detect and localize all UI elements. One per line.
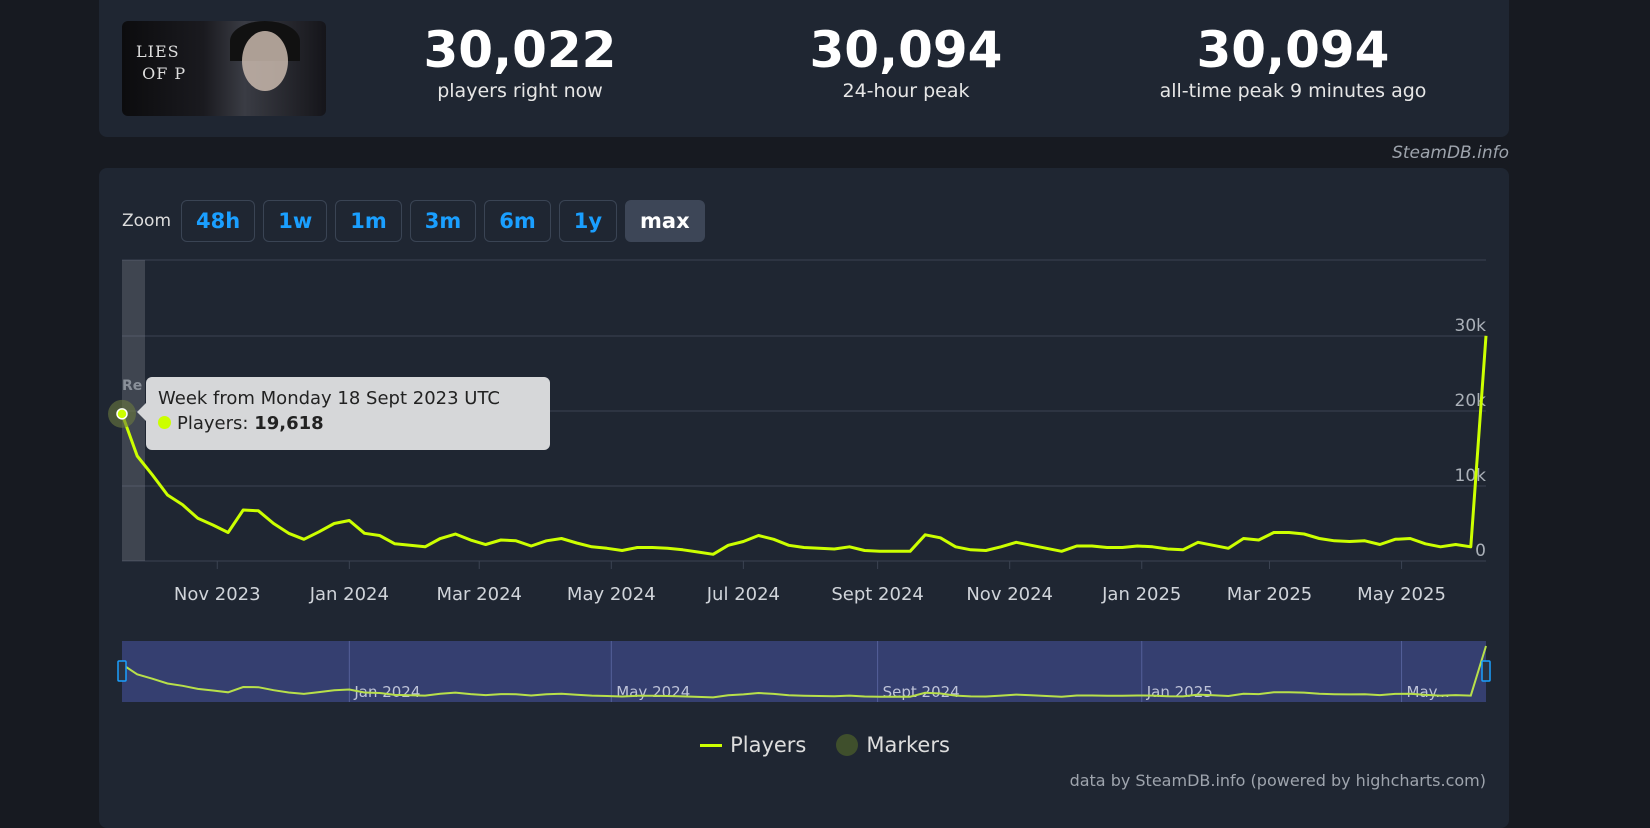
- legend-item-markers[interactable]: Markers: [836, 733, 950, 757]
- zoom-button-1y[interactable]: 1y: [558, 200, 618, 242]
- marker-label: Re: [122, 378, 142, 394]
- cover-face: [242, 31, 288, 91]
- zoom-button-1w[interactable]: 1w: [263, 200, 328, 242]
- circle-icon: [836, 734, 859, 756]
- y-tick-label: 20k: [1455, 391, 1487, 411]
- tooltip-value: 19,618: [254, 413, 324, 434]
- navigator-line: [121, 645, 1487, 699]
- legend-item-players[interactable]: Players: [700, 733, 806, 757]
- stat-current-players: 30,022 players right now: [310, 22, 730, 102]
- zoom-button-max[interactable]: max: [625, 200, 705, 242]
- navigator-handle-right: [1481, 660, 1491, 682]
- navigator-tick-label: Sept 2024: [883, 683, 960, 701]
- stat-all-time-peak: 30,094 all-time peak 9 minutes ago: [1083, 22, 1503, 102]
- line-icon: [700, 743, 723, 747]
- player-chart[interactable]: 0 10k 20k 30k Nov 2023 Jan 2024 Mar 2024 May 20…: [0, 0, 1650, 807]
- x-tick-label: Jul 2024: [706, 584, 780, 605]
- x-tick-label: Mar 2024: [436, 584, 522, 605]
- x-tick-label: Jan 2024: [309, 584, 389, 605]
- x-tick-label: Mar 2025: [1227, 584, 1313, 605]
- zoom-button-48h[interactable]: 48h: [181, 200, 256, 242]
- tooltip-title: Week from Monday 18 Sept 2023 UTC: [158, 388, 500, 409]
- highcharts-credit[interactable]: data by SteamDB.info (powered by highcha…: [1069, 771, 1486, 790]
- stat-label: players right now: [437, 80, 603, 102]
- chart-legend: Players Markers: [0, 733, 1650, 757]
- navigator-handle-left: [117, 660, 127, 682]
- zoom-button-1m[interactable]: 1m: [335, 200, 402, 242]
- chart-tooltip: Week from Monday 18 Sept 2023 UTC Player…: [137, 377, 550, 450]
- x-tick-label: Sept 2024: [831, 584, 924, 605]
- zoom-button-6m[interactable]: 6m: [484, 200, 551, 242]
- x-tick-label: May 2025: [1357, 584, 1446, 605]
- navigator-tick-label: Jan 2024: [353, 683, 420, 701]
- stat-label: 24-hour peak: [842, 80, 970, 102]
- y-tick-label: 30k: [1455, 316, 1487, 336]
- navigator-tick-label: May 2024: [616, 683, 690, 701]
- navigator-tick-label: Jan 2025: [1146, 683, 1213, 701]
- navigator-tick-label: May...: [1407, 683, 1450, 701]
- legend-label: Players: [730, 733, 807, 757]
- zoom-label: Zoom: [122, 211, 172, 231]
- zoom-bar: Zoom 48h 1w 1m 3m 6m 1y max: [122, 200, 705, 242]
- x-tick-label: Jan 2025: [1101, 584, 1181, 605]
- zoom-button-3m[interactable]: 3m: [409, 200, 477, 242]
- game-logo: LIES OF P: [136, 42, 187, 83]
- legend-label: Markers: [866, 733, 950, 757]
- hovered-point: [116, 408, 128, 420]
- x-tick-label: May 2024: [567, 584, 656, 605]
- stat-label: all-time peak 9 minutes ago: [1159, 80, 1427, 102]
- y-tick-label: 0: [1475, 541, 1486, 561]
- stat-value: 30,022: [423, 21, 617, 79]
- game-cover-image[interactable]: LIES OF P: [122, 21, 326, 116]
- stat-24h-peak: 30,094 24-hour peak: [696, 22, 1116, 102]
- y-tick-label: 10k: [1455, 466, 1487, 486]
- steamdb-credit[interactable]: SteamDB.info: [1392, 143, 1509, 163]
- players-line: [120, 335, 1488, 556]
- stat-value: 30,094: [1196, 21, 1390, 79]
- series-dot-icon: [158, 416, 171, 429]
- chart-card: Zoom 48h 1w 1m 3m 6m 1y max: [99, 168, 1509, 828]
- x-tick-label: Nov 2023: [174, 584, 261, 605]
- x-tick-label: Nov 2024: [966, 584, 1053, 605]
- stats-header: LIES OF P 30,022 players right now 30,09…: [99, 0, 1509, 137]
- stat-value: 30,094: [809, 21, 1003, 79]
- tooltip-series: Players:: [177, 413, 249, 434]
